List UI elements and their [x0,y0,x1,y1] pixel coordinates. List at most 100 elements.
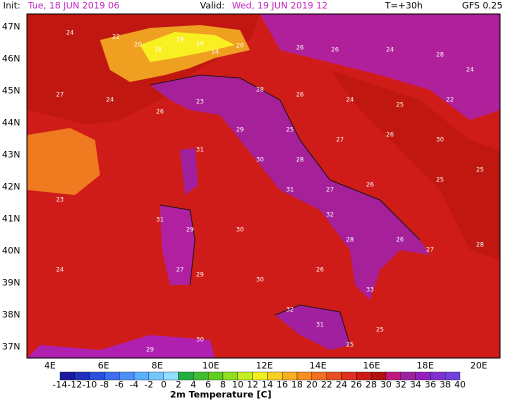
colorbar-segment [119,371,135,381]
lat-label: 46N [2,55,20,65]
station-value: 28 [346,237,354,244]
station-value: 26 [331,47,339,54]
station-value: 23 [196,99,204,106]
init-value: Tue, 18 JUN 2019 06 [27,2,120,12]
colorbar-label: 12 [247,381,258,391]
colorbar-label: 18 [291,381,303,391]
colorbar-label: 22 [321,381,332,391]
station-value: 31 [316,322,324,329]
colorbar-label: -12 [67,381,82,391]
station-value: 28 [296,157,304,164]
colorbar-label: 2 [176,381,182,391]
station-value: 23 [56,197,64,204]
warm-sea-patch [27,128,100,195]
colorbar-label: 26 [351,381,363,391]
colorbar-segment [400,371,416,381]
valid-label: Valid: [200,2,225,12]
station-value: 26 [296,92,304,99]
station-value: 24 [66,30,74,37]
station-value: 25 [376,327,384,334]
lat-label: 41N [2,215,20,225]
lat-label: 43N [2,151,20,161]
colorbar-label: 30 [380,381,392,391]
station-value: 27 [426,247,434,254]
station-value: 27 [326,187,334,194]
station-value: 26 [316,267,324,274]
colorbar-label: -4 [130,381,139,391]
colorbar-segment [311,371,327,381]
lon-label: 10E [202,362,219,372]
colorbar-segment [385,371,401,381]
station-value: 24 [106,97,114,104]
station-value: 24 [346,97,354,104]
land-balkans [330,70,500,260]
colorbar-label: 4 [190,381,196,391]
lat-label: 39N [2,279,20,289]
lat-label: 37N [2,343,20,353]
colorbar-segment [222,371,238,381]
colorbar-label: 38 [439,381,451,391]
colorbar-segment [237,371,253,381]
colorbar-segment [341,371,357,381]
station-value: 26 [156,109,164,116]
station-value: 30 [196,337,204,344]
colorbar-segment [207,371,224,381]
lat-label: 47N [2,23,20,33]
lon-label: 4E [44,362,56,372]
land-sicily [275,305,350,350]
colorbar-segment [267,371,283,381]
station-value: 14 [211,49,219,56]
station-value: 25 [396,102,404,109]
station-value: 30 [236,227,244,234]
station-value: 26 [386,132,394,139]
colorbar-segment [430,371,446,381]
colorbar-label: 6 [205,381,211,391]
station-value: 24 [386,47,394,54]
lon-label: 14E [309,362,326,372]
colorbar-label: -8 [100,381,109,391]
station-value: 29 [146,347,154,354]
station-value: 28 [436,52,444,59]
colorbar-label: 20 [306,381,318,391]
lon-label: 8E [151,362,163,372]
colorbar-segment [178,371,194,381]
colorbar-label: 24 [336,381,348,391]
colorbar-segment [296,371,313,381]
colorbar-label: 34 [410,381,422,391]
station-value: 32 [286,307,294,314]
station-value: 24 [56,267,64,274]
model-name: GFS 0.25 [462,2,503,12]
station-value: 33 [366,287,374,294]
land-sardinia [160,205,195,285]
lon-label: 6E [98,362,110,372]
colorbar-label: -6 [115,381,124,391]
coastlines [149,74,421,346]
station-value: 19 [176,37,184,44]
colorbar-segment [163,371,179,381]
land-africa [27,335,215,358]
station-value: 31 [156,217,164,224]
lon-label: 18E [417,362,434,372]
station-value: 28 [256,87,264,94]
colorbar-segment [133,371,150,381]
station-value: 22 [446,97,454,104]
colorbar-segment [445,371,461,381]
land-corsica [180,148,198,195]
station-value: 29 [186,227,194,234]
colorbar-label: 28 [365,381,377,391]
lon-label: 20E [470,362,487,372]
station-value: 25 [286,127,294,134]
land-balkans-north [260,14,500,120]
colorbar-segment [356,371,372,381]
valid-value: Wed, 19 JUN 2019 12 [232,2,328,12]
station-value: 18 [154,47,162,54]
station-value: 27 [176,267,184,274]
map-frame [26,13,501,359]
station-value: 29 [196,272,204,279]
station-value: 26 [396,237,404,244]
colorbar-segment [415,371,431,381]
station-value: 25 [476,167,484,174]
colorbar-label: 32 [395,381,406,391]
station-value: 22 [112,34,120,41]
